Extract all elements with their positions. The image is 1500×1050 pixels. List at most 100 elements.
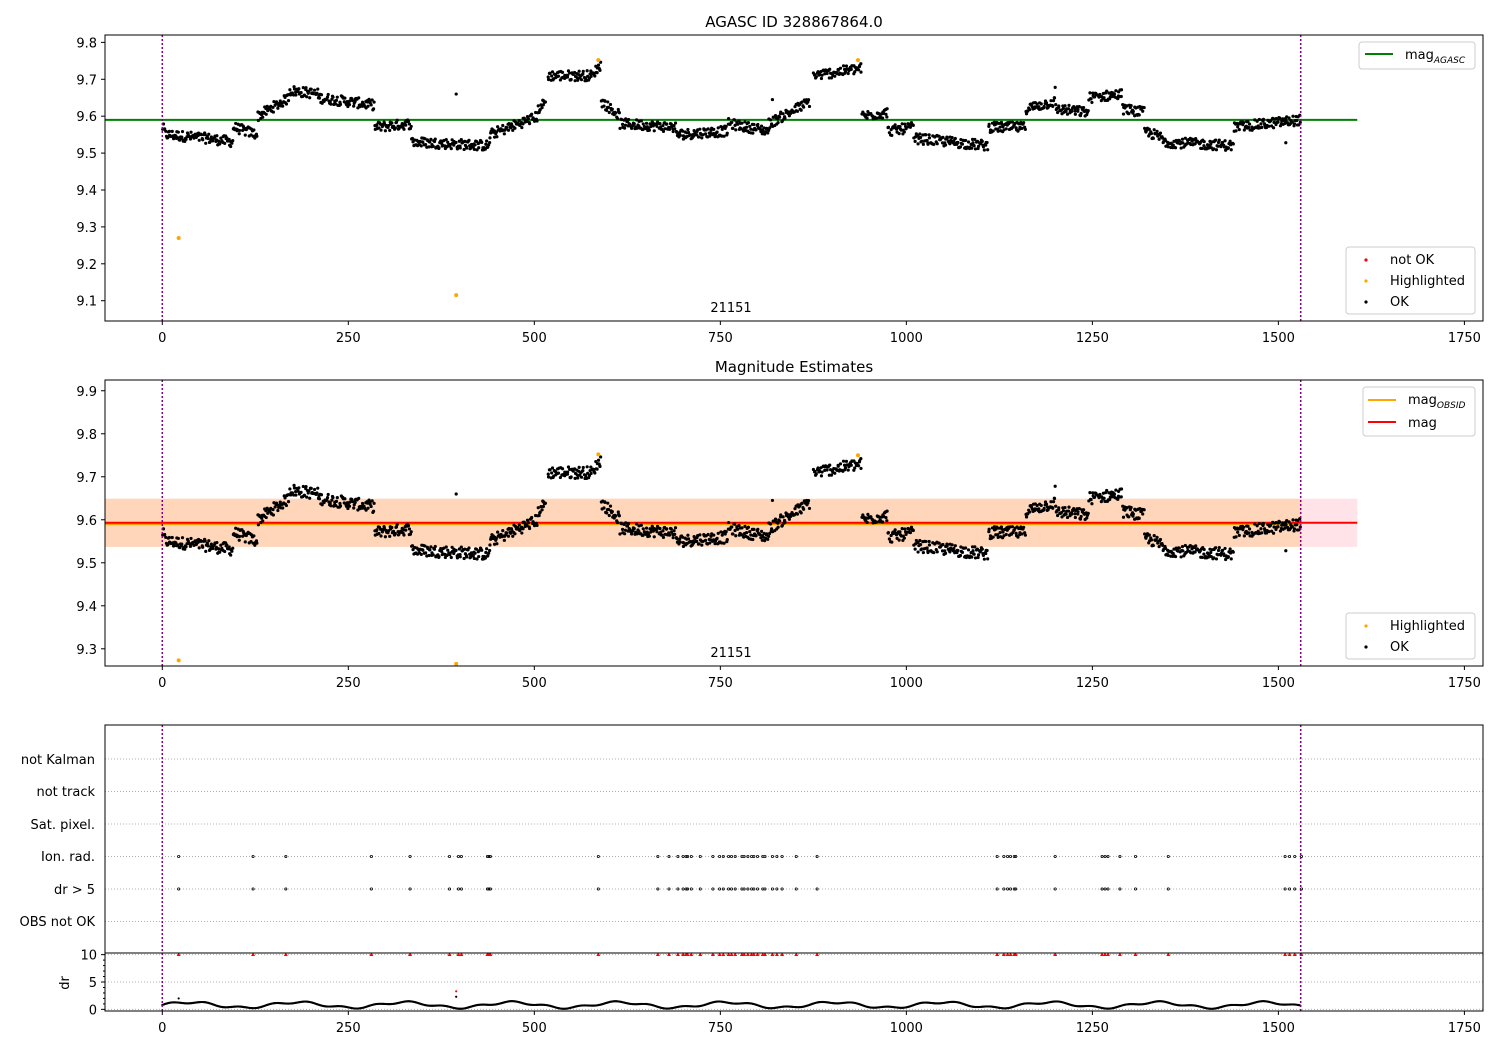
magnitude-ok-point bbox=[759, 529, 764, 533]
magnitude-ok-point bbox=[1127, 515, 1131, 519]
magnitude-ok-point bbox=[166, 543, 170, 547]
magnitude-ok-point bbox=[550, 466, 555, 470]
magnitude-ok-point bbox=[1023, 531, 1027, 535]
magnitude-ytick-label: 9.5 bbox=[76, 557, 97, 572]
magnitude-ok-point bbox=[471, 554, 475, 558]
magnitude-ok-point bbox=[350, 499, 355, 504]
dr-clipped-marker bbox=[1117, 952, 1122, 957]
magnitude-panel: Magnitude Estimates 0 250 500 750 1000 1250 15… bbox=[76, 358, 1484, 691]
magnitude-ok-point bbox=[1260, 531, 1264, 535]
agasc-ok-point bbox=[1217, 138, 1221, 142]
magnitude-ok-point bbox=[506, 534, 511, 538]
magnitude-ok-point bbox=[1093, 495, 1097, 499]
magnitude-ok-point bbox=[927, 539, 931, 544]
agasc-ok-point bbox=[217, 139, 221, 143]
agasc-ok-point bbox=[1020, 126, 1024, 130]
agasc-ok-point bbox=[377, 126, 381, 130]
magnitude-ok-point bbox=[634, 522, 639, 526]
magnitude-ok-point bbox=[1292, 527, 1297, 531]
agasc-ok-point bbox=[357, 96, 361, 100]
magnitude-ok-point bbox=[603, 500, 607, 504]
agasc-ok-point bbox=[1035, 102, 1039, 106]
magnitude-ok-point bbox=[647, 532, 651, 536]
dr-clipped-marker bbox=[1100, 952, 1105, 957]
agasc-ok-point bbox=[319, 93, 324, 97]
dr-clipped-marker bbox=[283, 952, 288, 957]
agasc-ok-point bbox=[326, 92, 330, 97]
magnitude-ok-point bbox=[846, 468, 850, 472]
magnitude-ok-point bbox=[982, 557, 986, 561]
agasc-ok-point bbox=[1155, 129, 1159, 133]
agasc-ok-point bbox=[164, 129, 168, 133]
magnitude-ok-point bbox=[219, 543, 223, 547]
agasc-ok-point bbox=[276, 106, 280, 110]
agasc-ok-point bbox=[423, 137, 427, 141]
agasc-ok-point bbox=[1044, 101, 1049, 105]
flag-point bbox=[721, 887, 725, 891]
agasc-ok-point bbox=[369, 103, 373, 107]
svg-text:magOBSID: magOBSID bbox=[1408, 393, 1466, 411]
agasc-ok-point bbox=[898, 124, 902, 129]
dr-clipped-marker bbox=[698, 952, 703, 957]
magnitude-ok-point bbox=[502, 538, 506, 542]
flag-point bbox=[686, 887, 690, 891]
magnitude-ok-point bbox=[706, 532, 710, 537]
magnitude-ok-point bbox=[495, 542, 499, 546]
agasc-ok-point bbox=[724, 124, 728, 129]
agasc-ok-point bbox=[945, 136, 949, 141]
magnitude-ok-point bbox=[1166, 553, 1170, 557]
dr-outlier-point bbox=[177, 997, 180, 1000]
magnitude-ok-point bbox=[1049, 500, 1053, 504]
magnitude-ok-point bbox=[927, 543, 932, 547]
magnitude-ok-point bbox=[209, 542, 213, 546]
agasc-ok-point bbox=[722, 134, 726, 138]
magnitude-ok-point bbox=[800, 501, 804, 505]
flag-point bbox=[656, 855, 660, 859]
magnitude-ok-point bbox=[252, 534, 256, 538]
agasc-ok-point bbox=[328, 100, 332, 104]
agasc-ok-point bbox=[1129, 104, 1133, 108]
agasc-ok-point bbox=[1028, 107, 1032, 112]
magnitude-ok-point bbox=[204, 549, 208, 553]
flag-point bbox=[1053, 855, 1057, 859]
magnitude-ok-point bbox=[745, 531, 749, 535]
magnitude-ok-point bbox=[859, 456, 863, 461]
magnitude-ok-point bbox=[271, 513, 275, 517]
magnitude-ok-point bbox=[486, 553, 490, 558]
magnitude-ok-point bbox=[908, 531, 912, 535]
agasc-ok-point bbox=[569, 77, 573, 82]
agasc-ok-point bbox=[913, 139, 917, 143]
magnitude-ok-point bbox=[167, 535, 171, 540]
agasc-ok-point bbox=[331, 95, 335, 99]
agasc-ok-point bbox=[885, 107, 889, 111]
magnitude-ok-point bbox=[887, 537, 891, 541]
agasc-ytick-label: 9.4 bbox=[76, 184, 97, 199]
magnitude-ok-point bbox=[509, 531, 513, 535]
magnitude-ok-point bbox=[898, 530, 902, 534]
legend-marker-highlighted bbox=[1364, 279, 1368, 283]
magnitude-ok-point bbox=[276, 508, 280, 513]
agasc-ok-point bbox=[1181, 141, 1185, 145]
flag-point bbox=[1100, 855, 1104, 859]
agasc-ok-point bbox=[1247, 122, 1252, 126]
magnitude-ok-point bbox=[733, 522, 737, 526]
flag-point bbox=[408, 887, 412, 891]
agasc-ok-point bbox=[926, 142, 930, 146]
agasc-ok-point bbox=[634, 118, 639, 122]
magnitude-ok-point bbox=[1290, 524, 1294, 529]
dr-clipped-marker bbox=[729, 952, 734, 957]
magnitude-ok-point bbox=[825, 468, 829, 472]
agasc-ok-point bbox=[1177, 138, 1181, 143]
magnitude-ok-point bbox=[1066, 509, 1071, 513]
magnitude-ok-point bbox=[283, 496, 287, 500]
agasc-ok-point bbox=[1216, 140, 1221, 145]
agasc-panel-title: AGASC ID 328867864.0 bbox=[705, 13, 883, 31]
magnitude-ok-point bbox=[1142, 508, 1146, 512]
agasc-ok-point bbox=[584, 76, 588, 80]
magnitude-ok-point bbox=[1157, 545, 1161, 549]
agasc-xtick-label: 750 bbox=[708, 331, 733, 346]
magnitude-ok-point bbox=[278, 500, 282, 504]
agasc-ok-point bbox=[1121, 112, 1126, 116]
magnitude-ok-point bbox=[964, 546, 968, 550]
agasc-ok-point bbox=[1143, 126, 1147, 130]
